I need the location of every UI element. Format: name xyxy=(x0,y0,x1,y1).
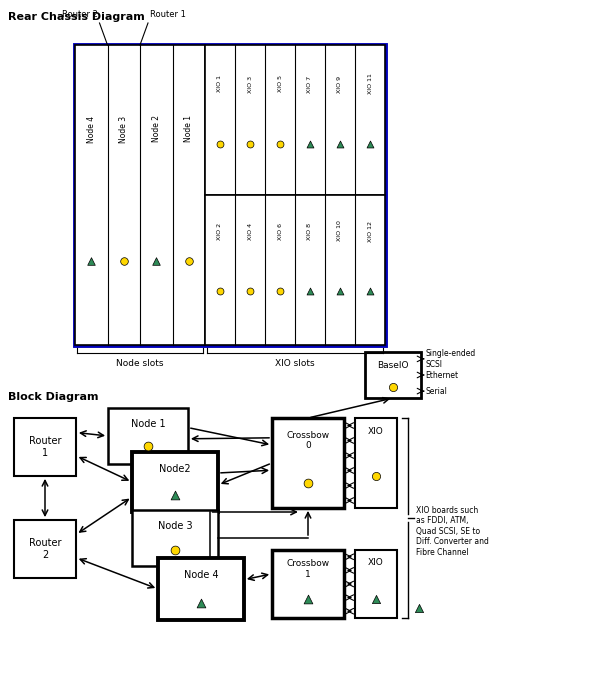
Text: Router
1: Router 1 xyxy=(29,436,62,458)
Text: Crossbow
0: Crossbow 0 xyxy=(286,431,329,450)
Text: XIO: XIO xyxy=(368,427,384,436)
Text: Node 4: Node 4 xyxy=(86,116,96,142)
Bar xyxy=(365,352,421,398)
Bar xyxy=(14,418,76,476)
Point xyxy=(414,602,424,613)
Point xyxy=(335,138,345,149)
Point xyxy=(184,255,194,266)
Point xyxy=(152,255,161,266)
Text: XIO 5: XIO 5 xyxy=(278,76,283,92)
Bar xyxy=(355,550,397,618)
Point xyxy=(335,286,345,297)
Text: XIO 2: XIO 2 xyxy=(217,222,222,239)
Text: XIO 4: XIO 4 xyxy=(247,222,253,239)
Text: XIO 11: XIO 11 xyxy=(367,74,373,94)
Text: XIO: XIO xyxy=(368,558,384,567)
Point xyxy=(275,138,285,149)
Point xyxy=(303,477,313,488)
Text: XIO 9: XIO 9 xyxy=(337,76,342,93)
Point xyxy=(305,138,315,149)
Text: Single-ended
SCSI: Single-ended SCSI xyxy=(425,350,475,369)
Point xyxy=(196,597,206,608)
Text: XIO 10: XIO 10 xyxy=(337,221,342,241)
Text: Block Diagram: Block Diagram xyxy=(8,392,99,402)
Bar xyxy=(132,452,218,512)
Text: XIO 1: XIO 1 xyxy=(217,76,222,92)
Point xyxy=(365,286,375,297)
Point xyxy=(365,138,375,149)
Text: Node 4: Node 4 xyxy=(184,570,218,581)
Text: XIO 7: XIO 7 xyxy=(308,76,312,93)
Bar xyxy=(75,45,385,345)
Text: XIO 8: XIO 8 xyxy=(308,222,312,239)
Bar xyxy=(108,408,188,464)
Point xyxy=(371,594,381,605)
Text: Router
2: Router 2 xyxy=(29,538,62,560)
Text: XIO boards such
as FDDI, ATM,
Quad SCSI, SE to
Diff. Converter and
Fibre Channel: XIO boards such as FDDI, ATM, Quad SCSI,… xyxy=(416,506,489,557)
Text: Node2: Node2 xyxy=(159,464,191,474)
Text: Node 3: Node 3 xyxy=(158,521,192,530)
Point xyxy=(86,255,96,266)
Text: XIO 12: XIO 12 xyxy=(367,220,373,241)
Bar xyxy=(355,418,397,508)
Text: XIO 3: XIO 3 xyxy=(247,76,253,93)
Point xyxy=(303,594,313,605)
Point xyxy=(245,286,255,297)
Bar xyxy=(272,418,344,508)
Text: Router 1: Router 1 xyxy=(150,10,186,19)
Bar xyxy=(205,45,385,195)
Point xyxy=(170,490,180,501)
Text: XIO 6: XIO 6 xyxy=(278,222,283,239)
Point xyxy=(119,255,128,266)
Bar xyxy=(205,195,385,345)
Point xyxy=(170,545,180,556)
Point xyxy=(371,471,381,482)
Bar xyxy=(132,510,218,566)
Point xyxy=(275,286,285,297)
Text: BaseIO: BaseIO xyxy=(377,361,409,370)
Point xyxy=(215,286,225,297)
Point xyxy=(215,138,225,149)
Point xyxy=(245,138,255,149)
Bar xyxy=(75,45,205,345)
Text: Node 2: Node 2 xyxy=(152,116,161,142)
Text: Node 1: Node 1 xyxy=(185,116,193,142)
Point xyxy=(388,381,398,392)
Text: Crossbow
1: Crossbow 1 xyxy=(286,559,329,579)
Text: Node 1: Node 1 xyxy=(131,419,165,429)
Text: Rear Chassis Diagram: Rear Chassis Diagram xyxy=(8,12,145,22)
Text: Node slots: Node slots xyxy=(116,359,164,368)
Text: Ethernet: Ethernet xyxy=(425,371,458,380)
Text: XIO slots: XIO slots xyxy=(275,359,315,368)
Point xyxy=(305,286,315,297)
Point xyxy=(143,440,153,451)
Bar xyxy=(14,520,76,578)
Text: Node 3: Node 3 xyxy=(119,116,128,142)
Text: Router 2: Router 2 xyxy=(62,10,97,19)
Text: Serial: Serial xyxy=(425,387,447,396)
Bar xyxy=(272,550,344,618)
Bar xyxy=(158,558,244,620)
